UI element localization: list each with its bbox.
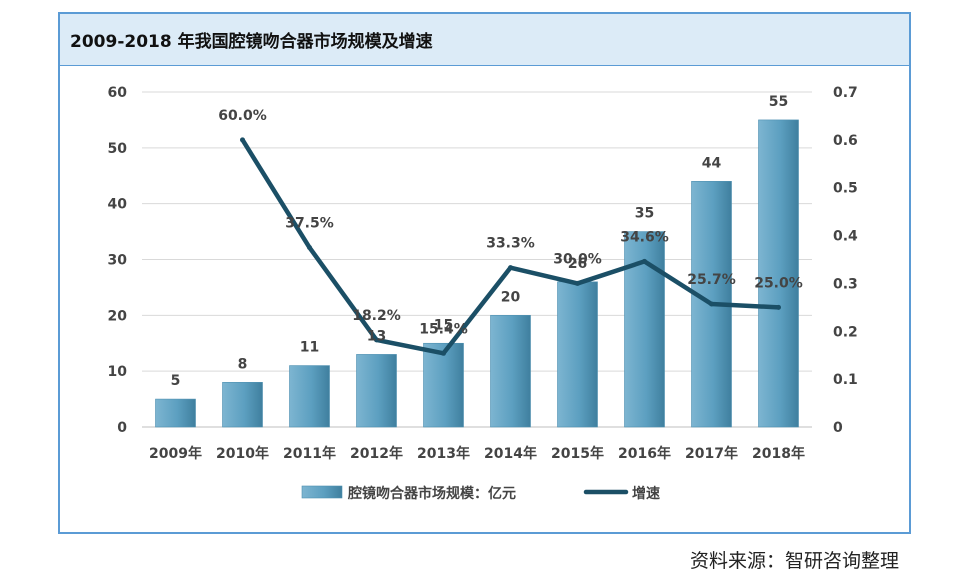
bar [356,354,397,428]
legend-bar-swatch [301,485,343,499]
y-left-tick-label: 50 [108,141,128,157]
growth-value-label: 25.7% [687,272,736,288]
growth-point [709,301,714,307]
y-left-tick-label: 40 [108,197,128,213]
y-left-tick-label: 60 [108,85,128,101]
growth-point [642,258,647,264]
bar [758,119,799,428]
y-right-tick-label: 0.7 [833,85,858,101]
x-tick-label: 2017年 [685,445,738,462]
bar-value-label: 15 [434,317,453,333]
growth-point [441,350,446,356]
y-right-tick-label: 0.3 [833,276,858,292]
x-tick-label: 2009年 [149,445,202,462]
y-left-tick-label: 10 [108,364,128,380]
growth-point [575,280,580,286]
growth-point [240,137,245,143]
bar-value-label: 8 [238,356,248,372]
source-note: 资料来源：智研咨询整理 [689,550,899,572]
y-right-tick-label: 0.2 [833,324,858,340]
y-left-tick-label: 20 [108,308,128,324]
growth-point [307,245,312,251]
chart-title-bar: 2009-2018 年我国腔镜吻合器市场规模及增速 [60,14,909,66]
bar-value-label: 13 [367,328,386,344]
growth-value-label: 37.5% [285,216,334,232]
growth-value-label: 25.0% [754,275,803,291]
chart-title: 2009-2018 年我国腔镜吻合器市场规模及增速 [70,32,433,52]
y-right-tick-label: 0.5 [833,181,858,197]
bar-value-label: 26 [568,256,587,272]
bar-value-label: 44 [702,155,722,171]
bar-value-label: 20 [501,289,521,305]
x-tick-label: 2011年 [283,445,336,462]
growth-point [776,304,781,310]
bar [222,382,263,428]
y-right-tick-label: 0 [833,420,843,436]
bar [289,365,330,428]
bar [557,281,598,428]
growth-value-label: 34.6% [620,229,669,245]
bar-value-label: 55 [769,94,788,110]
x-tick-label: 2010年 [216,445,269,462]
bar-value-label: 11 [300,340,319,356]
x-tick-label: 2015年 [551,445,604,462]
y-right-tick-label: 0.4 [833,229,858,245]
legend-bar-label: 腔镜吻合器市场规模：亿元 [347,485,516,502]
growth-point [508,265,513,271]
x-tick-label: 2013年 [417,445,470,462]
growth-value-label: 33.3% [486,236,535,252]
y-left-tick-label: 30 [108,253,128,269]
y-right-tick-label: 0.6 [833,133,858,149]
x-tick-label: 2016年 [618,445,671,462]
y-left-tick-label: 0 [117,420,127,436]
bar-value-label: 5 [171,373,181,389]
bar-value-label: 35 [635,206,654,222]
x-tick-label: 2014年 [484,445,537,462]
growth-value-label: 18.2% [352,308,401,324]
bar [155,398,196,428]
x-tick-label: 2018年 [752,445,805,462]
y-right-tick-label: 0.1 [833,372,858,388]
bar [423,342,464,428]
growth-point [374,337,379,343]
growth-value-label: 60.0% [218,108,267,124]
bar [490,315,531,428]
growth-value-label: 15.4% [419,321,468,337]
legend-line-label: 增速 [632,485,660,502]
growth-value-label: 30.0% [553,251,602,267]
x-tick-label: 2012年 [350,445,403,462]
